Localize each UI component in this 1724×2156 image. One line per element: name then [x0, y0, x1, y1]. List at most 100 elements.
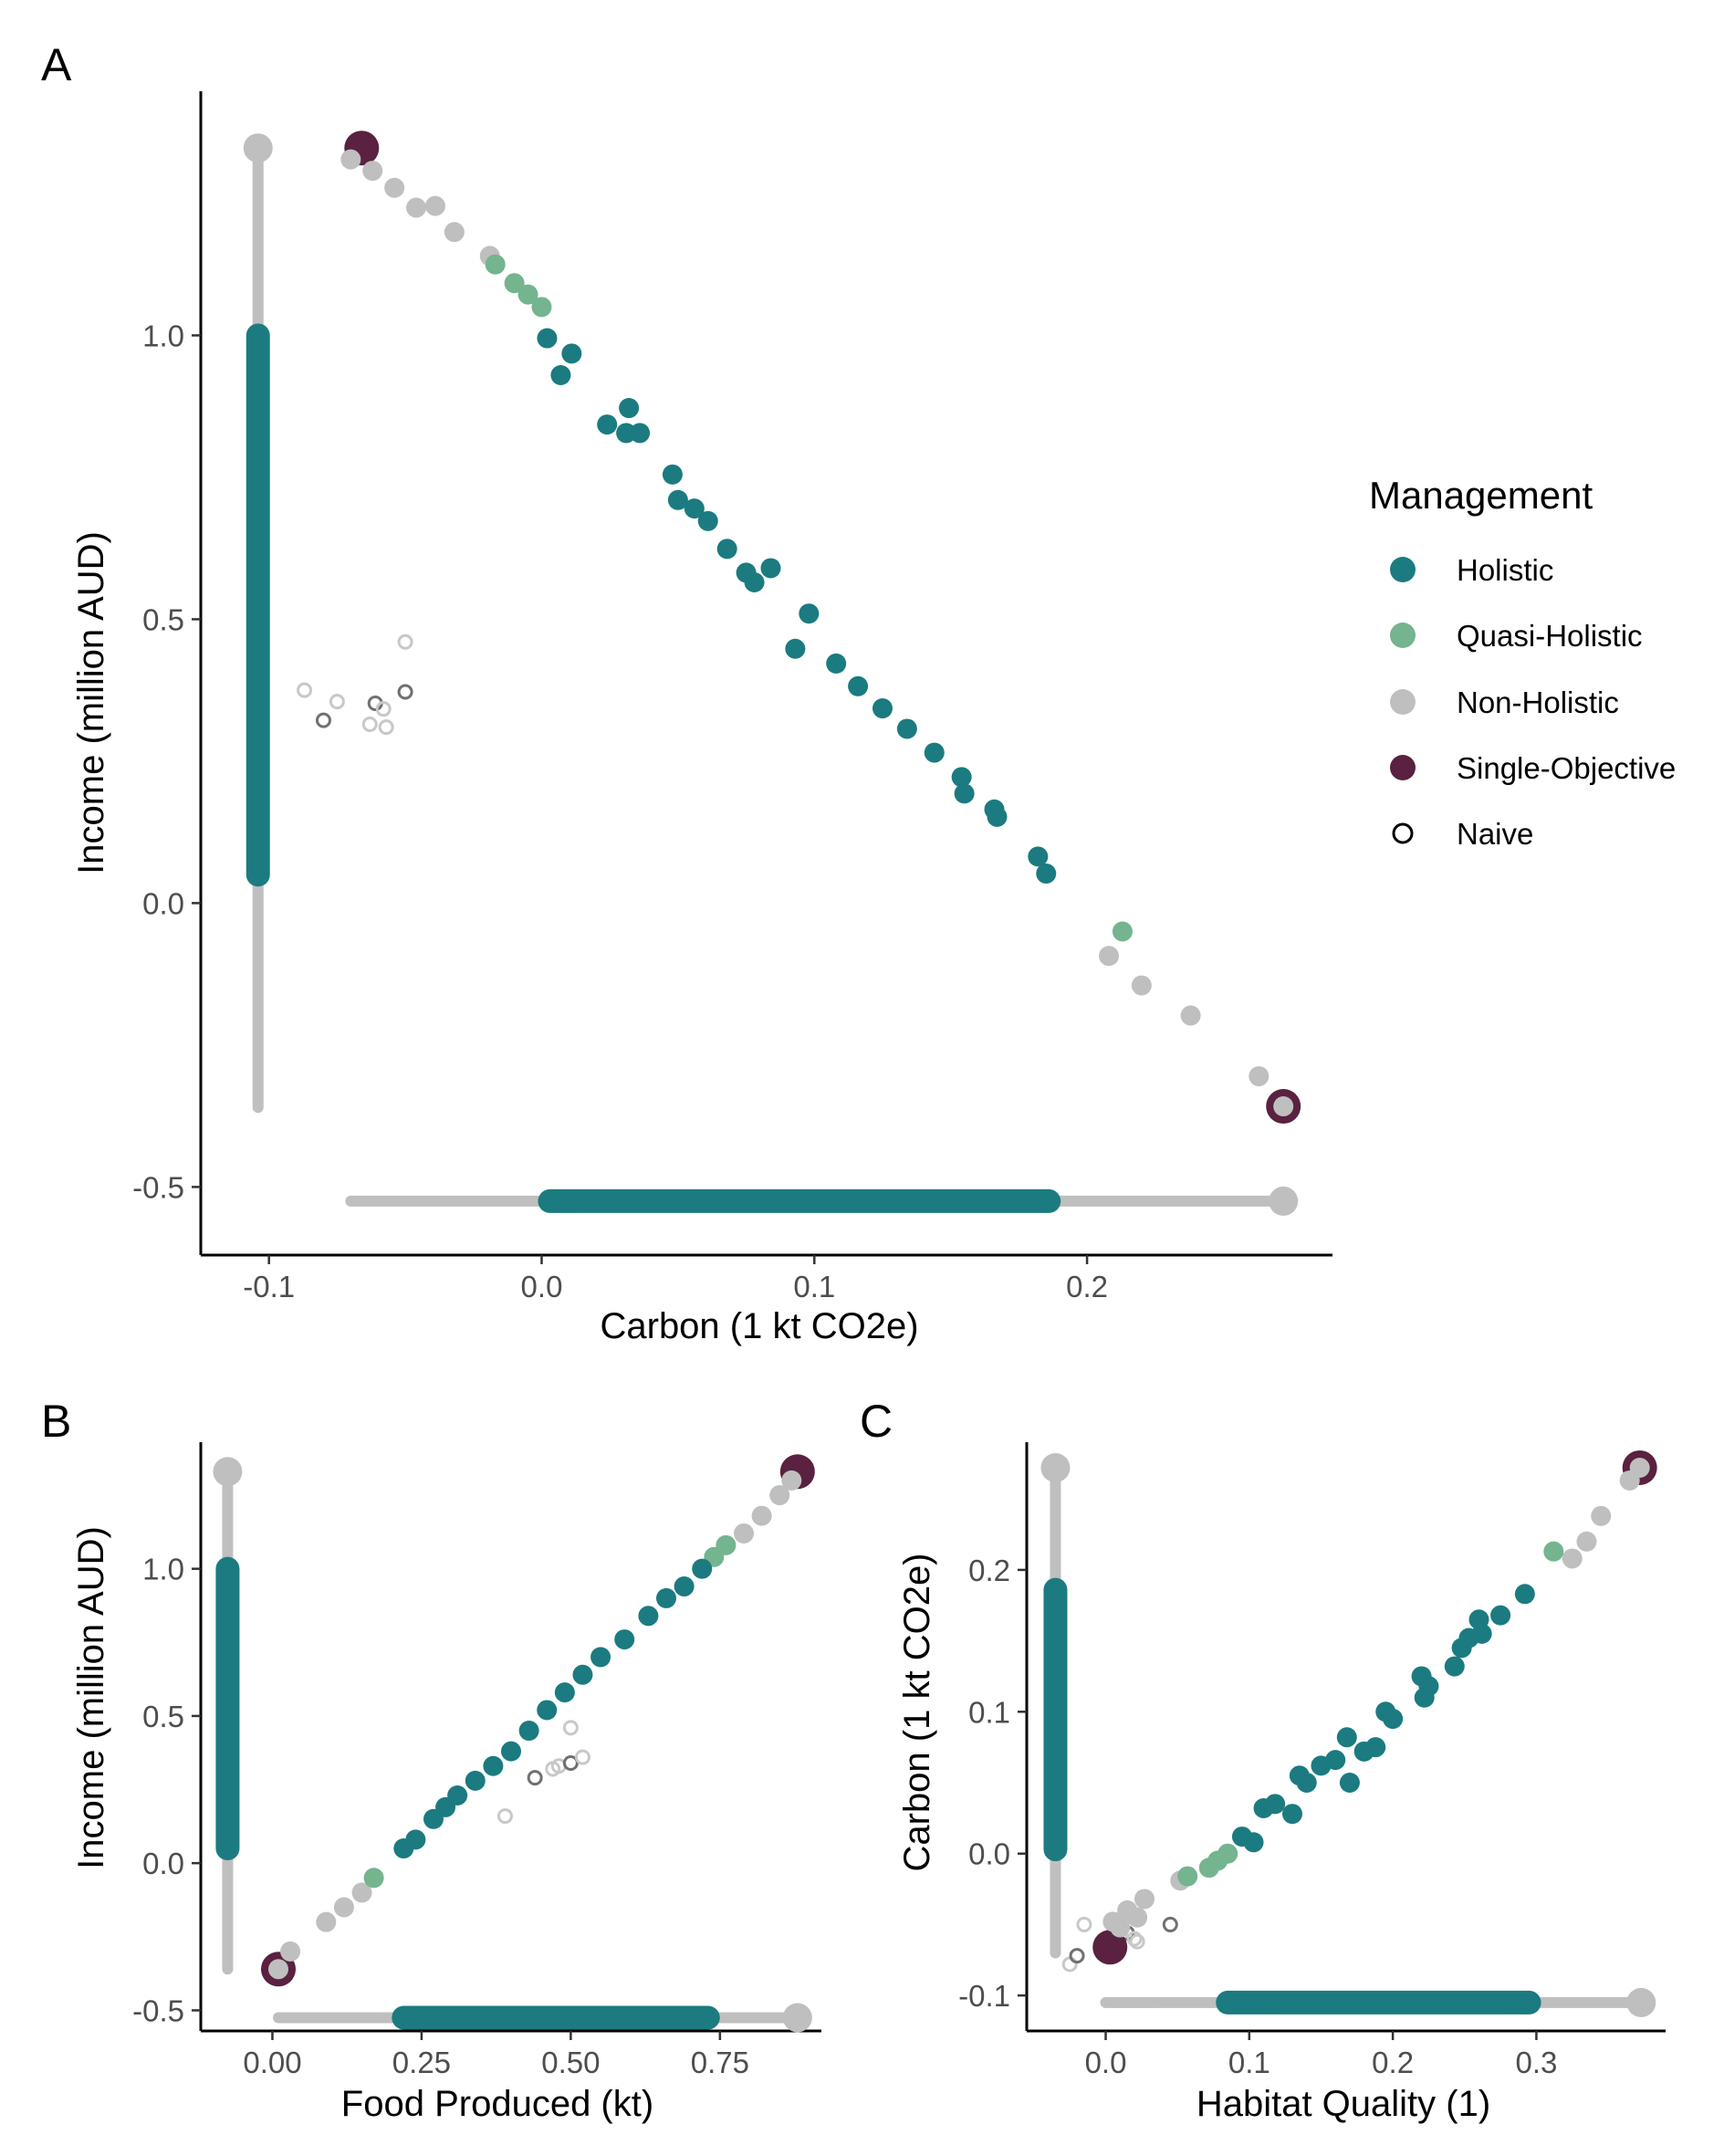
- panel-c-quasi-holistic-point: [1543, 1541, 1564, 1562]
- panel-a-x-range-end: [1269, 1186, 1299, 1216]
- plot-c: 0.0 0.1 0.2 0.3 -0.1 0.0 0.1 0.2: [958, 1442, 1666, 2079]
- panel-c-naive-point: [1129, 1933, 1145, 1950]
- panel-a-holistic-point: [848, 675, 869, 696]
- panel-a-non-holistic-point: [424, 195, 445, 216]
- panel-a-naive-point: [397, 633, 413, 650]
- legend-key-naive: [1392, 822, 1414, 844]
- panel-a-naive-point: [361, 716, 378, 732]
- panel-a-naive-point: [375, 701, 392, 717]
- panel-a-quasi-holistic-point: [1112, 921, 1133, 942]
- panel-a-holistic-point: [550, 364, 571, 385]
- panel-a-x-tick-label: -0.1: [243, 1270, 295, 1303]
- panel-a-naive-point: [329, 694, 345, 710]
- panel-b-y-range-end: [213, 1457, 243, 1487]
- panel-b-naive-point: [527, 1770, 543, 1786]
- legend-key-quasi-holistic: [1390, 623, 1416, 648]
- plot-a: -0.1 0.0 0.1 0.2 -0.5 0.0 0.5 1.0: [132, 91, 1332, 1303]
- panel-a-holistic-point: [954, 783, 975, 804]
- panel-b-holistic-point: [614, 1629, 635, 1650]
- panel-b-holistic-point: [518, 1721, 539, 1742]
- panel-b-x-axis-title: Food Produced (kt): [341, 2084, 653, 2124]
- panel-b-quasi-holistic-point: [363, 1868, 384, 1889]
- panel-a-holistic-point: [697, 510, 718, 531]
- panel-c-x-range-end: [1626, 1987, 1656, 2017]
- panel-a-x-axis-title: Carbon (1 kt CO2e): [600, 1306, 918, 1346]
- panel-c-non-holistic-point: [1629, 1457, 1650, 1478]
- panel-c-naive-point: [1069, 1948, 1085, 1964]
- panel-b-quasi-holistic-point: [716, 1534, 737, 1555]
- panel-c-quasi-holistic-point: [1217, 1843, 1238, 1864]
- panel-c-y-tick-label: 0.0: [968, 1837, 1010, 1871]
- panel-c-x-tick-label: 0.0: [1085, 2046, 1127, 2079]
- panel-b-holistic-point: [501, 1741, 521, 1762]
- panel-a-naive-point: [378, 719, 394, 736]
- panel-c-non-holistic-point: [1110, 1917, 1131, 1938]
- panel-a-holistic-point: [667, 489, 688, 510]
- panel-c-non-holistic-point: [1562, 1548, 1583, 1569]
- panel-a-non-holistic-point: [340, 149, 361, 170]
- panel-a-holistic-point: [799, 603, 820, 624]
- panel-b-holistic-point: [465, 1770, 486, 1791]
- panel-a-holistic-point: [785, 638, 806, 659]
- panel-b-y-tick-label: -0.5: [132, 1994, 184, 2027]
- legend-label-non-holistic: Non-Holistic: [1457, 686, 1619, 719]
- panel-label-c: C: [860, 1396, 893, 1447]
- panel-a-naive-point: [297, 682, 313, 698]
- panel-c-holistic-point: [1296, 1773, 1317, 1794]
- legend-item-single-objective: Single-Objective: [1390, 751, 1676, 785]
- panel-c-x-tick-label: 0.1: [1228, 2046, 1270, 2079]
- panel-c-holistic-point: [1265, 1794, 1286, 1815]
- panel-a-holistic-point: [872, 698, 893, 719]
- panel-c-holistic-point: [1243, 1832, 1264, 1853]
- panel-b-x-tick-label: 0.00: [243, 2046, 301, 2079]
- panel-c-holistic-point: [1339, 1773, 1360, 1794]
- panel-b-holistic-point: [447, 1785, 468, 1805]
- panel-b-holistic-point: [656, 1587, 676, 1608]
- legend-title: Management: [1369, 474, 1593, 517]
- panel-b-non-holistic-point: [781, 1470, 802, 1491]
- panel-a-x-tick-label: 0.1: [793, 1270, 835, 1303]
- legend-label-naive: Naive: [1457, 817, 1533, 851]
- panel-b-holistic-point: [590, 1647, 611, 1668]
- panel-c-holistic-point: [1514, 1584, 1535, 1605]
- panel-a-holistic-point: [716, 539, 737, 560]
- panel-a-quasi-holistic-point: [504, 273, 525, 294]
- panel-a-holistic-point: [597, 414, 618, 435]
- panel-c-y-range-end: [1040, 1452, 1071, 1482]
- panel-c-holistic-point: [1471, 1623, 1492, 1644]
- panel-a-non-holistic-point: [1249, 1066, 1269, 1087]
- panel-a-y-tick-label: -0.5: [132, 1170, 184, 1204]
- panel-a-holistic-point: [924, 742, 945, 763]
- panel-b-holistic-point: [638, 1606, 659, 1627]
- panel-c-y-tick-label: -0.1: [958, 1979, 1010, 2013]
- panel-b-non-holistic-point: [351, 1882, 372, 1903]
- panel-c-x-tick-label: 0.2: [1372, 2046, 1414, 2079]
- panel-a-holistic-point: [896, 718, 917, 739]
- panel-a-y-axis-title: Income (million AUD): [71, 531, 111, 874]
- panel-b-holistic-point: [537, 1700, 558, 1721]
- panel-c-quasi-holistic-point: [1177, 1866, 1198, 1887]
- panel-a-non-holistic-point: [362, 161, 383, 182]
- panel-b-holistic-point: [405, 1829, 426, 1850]
- panel-a-holistic-point: [619, 398, 640, 419]
- panel-label-b: B: [41, 1396, 71, 1447]
- legend-item-non-holistic: Non-Holistic: [1390, 686, 1619, 719]
- panel-a-holistic-point: [744, 571, 765, 592]
- legend-key-non-holistic: [1390, 689, 1416, 715]
- panel-a-y-range-end: [243, 133, 273, 163]
- panel-b-naive-point: [562, 1720, 579, 1736]
- panel-a-holistic-point: [951, 767, 972, 788]
- panel-b-holistic-point: [554, 1682, 575, 1703]
- panel-a-holistic-point: [684, 498, 705, 519]
- panel-b-non-holistic-point: [734, 1523, 754, 1544]
- panel-b-holistic-point: [674, 1576, 695, 1597]
- panel-a-quasi-holistic-point: [517, 284, 538, 305]
- panel-c-holistic-point: [1490, 1605, 1511, 1626]
- panel-b-non-holistic-point: [280, 1941, 301, 1962]
- panel-b-x-tick-label: 0.75: [691, 2046, 749, 2079]
- panel-a-holistic-point: [561, 343, 582, 364]
- panel-c-holistic-point: [1325, 1750, 1346, 1771]
- panel-c-naive-point: [1076, 1916, 1092, 1932]
- panel-c-holistic-point: [1365, 1737, 1386, 1758]
- panel-a-non-holistic-point: [444, 222, 465, 243]
